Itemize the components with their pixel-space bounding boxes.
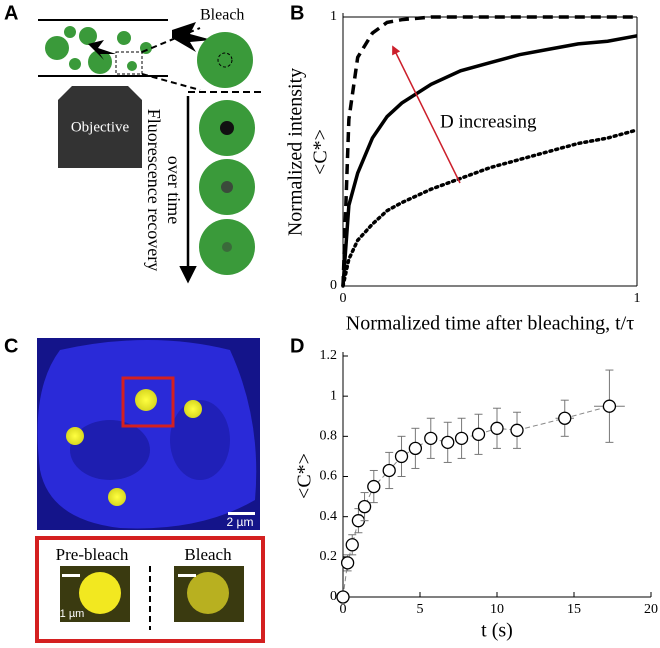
y-tick-label: 0 (330, 278, 337, 293)
x-tick-label: 15 (567, 602, 581, 617)
point (558, 411, 572, 425)
x-tick-label: 10 (490, 602, 504, 617)
point (602, 399, 617, 413)
y-tick-label: 0.4 (320, 509, 338, 524)
annotation-arrow (392, 45, 461, 184)
curve (341, 34, 638, 287)
inset-label: Bleach (184, 545, 232, 564)
panel-label: A (4, 2, 18, 24)
y-tick-label: 1 (330, 9, 337, 24)
recovery-label: Fluorescence recovery (144, 109, 164, 271)
y-tick-label: 0.2 (320, 549, 338, 564)
point (490, 421, 504, 435)
objective-label: Objective (71, 119, 130, 135)
recovery-label: over time (164, 156, 184, 224)
y-axis-label: <C*> (294, 453, 316, 499)
point (510, 423, 524, 437)
bleach-label: Bleach (200, 7, 244, 24)
y-tick-label: 1.2 (320, 348, 338, 363)
y-tick-label: 0.6 (320, 469, 338, 484)
scale-label: 1 µm (60, 608, 85, 620)
x-tick-label: 5 (417, 602, 424, 617)
annotation: D increasing (440, 111, 537, 132)
point (345, 538, 359, 552)
point (367, 479, 381, 494)
diagram: Objective Bleach Fluorescence recovery o… (38, 7, 265, 284)
scale-label: 2 µm (227, 515, 254, 529)
panel-label: B (290, 2, 304, 24)
x-axis-label: Normalized time after bleaching, t/τ (346, 313, 634, 335)
y-tick-label: 0 (330, 589, 337, 604)
curve (341, 128, 639, 288)
panel-label: C (4, 335, 18, 357)
x-axis-label: t (s) (481, 620, 513, 642)
point (408, 441, 423, 456)
x-tick-label: 20 (644, 602, 658, 617)
inset-label: Pre-bleach (56, 545, 129, 564)
point (454, 431, 469, 445)
x-tick-label: 0 (340, 602, 347, 617)
y-tick-label: 1 (330, 388, 337, 403)
point (394, 449, 409, 464)
y-axis-label: <C*> (310, 129, 332, 175)
point (382, 463, 396, 478)
curve (341, 15, 637, 287)
point (471, 427, 486, 441)
x-tick-label: 1 (634, 291, 641, 306)
panel-label: D (290, 335, 304, 357)
point (441, 435, 455, 450)
y-tick-label: 0.8 (320, 429, 338, 444)
x-tick-label: 0 (340, 291, 347, 306)
y-axis-label: Normalized intensity (285, 68, 307, 236)
point (357, 499, 372, 514)
point (340, 556, 355, 570)
micrograph: 2 µm Pre-bleach Bleach 1 µm (35, 338, 265, 643)
point (424, 431, 438, 445)
point (336, 590, 350, 604)
